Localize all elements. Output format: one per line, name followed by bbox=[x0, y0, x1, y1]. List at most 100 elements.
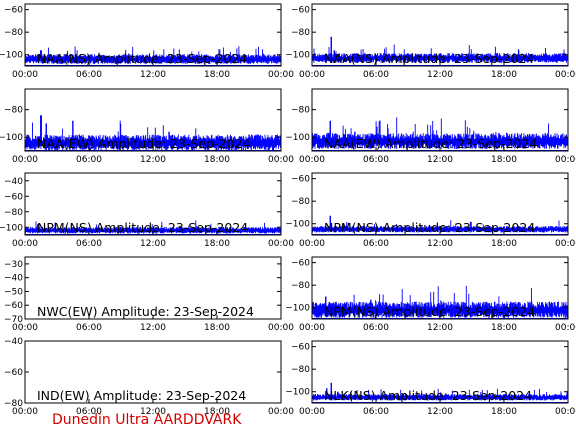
y-tick-label: −80 bbox=[4, 28, 23, 38]
x-tick-label: 00:00 bbox=[12, 239, 38, 249]
panel-title-p9: NLK(NS) Amplitude: 23-Sep-2024 bbox=[324, 388, 532, 403]
y-tick-label: −30 bbox=[4, 260, 23, 270]
x-tick-label: 00:00 bbox=[12, 407, 38, 417]
panel-p0: −100 −80 −60 00:00 06:00 12:00 18:00 00:00 NAA(N… bbox=[0, 3, 294, 80]
x-tick-label: 06:00 bbox=[363, 155, 389, 165]
x-tick-label: 00:00 bbox=[299, 407, 325, 417]
y-tick-label: −40 bbox=[4, 337, 23, 347]
panel-title-p2: NAA(EW) Amplitude: 23-Sep-2024 bbox=[37, 136, 250, 151]
x-tick-label: 18:00 bbox=[204, 155, 230, 165]
x-tick-label: 12:00 bbox=[140, 407, 166, 417]
panel-p7: −100 −80 −60 00:00 06:00 12:00 18:00 00:00 NPM(N… bbox=[285, 256, 576, 333]
x-tick-label: 18:00 bbox=[204, 239, 230, 249]
x-tick-label: 12:00 bbox=[427, 155, 453, 165]
panel-p9: −100 −80 −60 00:00 06:00 12:00 18:00 00:00 NLK(N… bbox=[285, 340, 576, 417]
x-tick-label: 00:00 bbox=[12, 155, 38, 165]
x-tick-label: 18:00 bbox=[491, 323, 517, 333]
y-tick-label: −60 bbox=[291, 259, 310, 269]
y-tick-label: −100 bbox=[285, 51, 310, 61]
x-tick-label: 00:00 bbox=[555, 70, 576, 80]
x-tick-label: 06:00 bbox=[76, 155, 102, 165]
y-tick-label: −80 bbox=[291, 365, 310, 375]
panel-p3: −100 −80 00:00 06:00 12:00 18:00 00:00 NAA(EW) … bbox=[285, 88, 576, 165]
y-tick-label: −60 bbox=[4, 192, 23, 202]
x-tick-label: 06:00 bbox=[76, 407, 102, 417]
x-tick-label: 06:00 bbox=[76, 239, 102, 249]
x-tick-label: 06:00 bbox=[363, 407, 389, 417]
x-tick-label: 12:00 bbox=[427, 239, 453, 249]
panel-title-p8: IND(EW) Amplitude: 23-Sep-2024 bbox=[37, 388, 246, 403]
panel-p8: −80 −60 −40 00:00 06:00 12:00 18:00 00:00 IND(EW… bbox=[4, 337, 294, 417]
y-tick-label: −80 bbox=[291, 197, 310, 207]
y-tick-label: −60 bbox=[291, 175, 310, 185]
x-tick-label: 00:00 bbox=[268, 407, 294, 417]
x-tick-label: 12:00 bbox=[427, 323, 453, 333]
x-tick-label: 12:00 bbox=[427, 407, 453, 417]
panel-title-p6: NWC(EW) Amplitude: 23-Sep-2024 bbox=[37, 304, 254, 319]
x-tick-label: 00:00 bbox=[299, 323, 325, 333]
x-tick-label: 18:00 bbox=[491, 407, 517, 417]
x-tick-label: 00:00 bbox=[555, 407, 576, 417]
x-tick-label: 12:00 bbox=[140, 155, 166, 165]
y-tick-label: −40 bbox=[4, 177, 23, 187]
y-tick-label: −60 bbox=[4, 368, 23, 378]
y-tick-label: −70 bbox=[4, 315, 23, 325]
panel-title-p5: NPM(NS) Amplitude: 23-Sep-2024 bbox=[324, 220, 535, 235]
x-tick-label: 00:00 bbox=[555, 323, 576, 333]
panel-title-p7: NPM(NS) Amplitude: 23-Sep-2024 bbox=[324, 304, 535, 319]
x-tick-label: 06:00 bbox=[363, 70, 389, 80]
x-tick-label: 06:00 bbox=[76, 70, 102, 80]
x-tick-label: 12:00 bbox=[140, 70, 166, 80]
y-tick-label: −100 bbox=[0, 223, 23, 233]
panel-p2: −100 −80 00:00 06:00 12:00 18:00 00:00 NAA(EW) … bbox=[0, 88, 294, 165]
y-tick-label: −80 bbox=[4, 399, 23, 409]
footer-label: Dunedin Ultra AARDDVARK bbox=[52, 412, 242, 428]
x-tick-label: 18:00 bbox=[204, 323, 230, 333]
y-tick-label: −80 bbox=[291, 106, 310, 116]
y-tick-label: −100 bbox=[285, 388, 310, 398]
x-tick-label: 00:00 bbox=[268, 70, 294, 80]
y-tick-label: −100 bbox=[285, 220, 310, 230]
y-tick-label: −80 bbox=[291, 281, 310, 291]
y-tick-label: −80 bbox=[4, 106, 23, 116]
y-tick-label: −60 bbox=[4, 6, 23, 16]
x-tick-label: 00:00 bbox=[12, 323, 38, 333]
y-tick-label: −100 bbox=[0, 51, 23, 61]
x-tick-label: 00:00 bbox=[299, 155, 325, 165]
x-tick-label: 18:00 bbox=[204, 70, 230, 80]
x-tick-label: 00:00 bbox=[555, 155, 576, 165]
y-tick-label: −60 bbox=[4, 301, 23, 311]
x-tick-label: 12:00 bbox=[140, 323, 166, 333]
x-tick-label: 00:00 bbox=[555, 239, 576, 249]
y-tick-label: −60 bbox=[291, 6, 310, 16]
x-tick-label: 00:00 bbox=[12, 70, 38, 80]
y-tick-label: −100 bbox=[285, 133, 310, 143]
y-tick-label: −80 bbox=[291, 28, 310, 38]
panel-title-p3: NAA(EW) Amplitude: 23-Sep-2024 bbox=[324, 136, 537, 151]
panel-title-p4: NPM(NS) Amplitude: 23-Sep-2024 bbox=[37, 220, 248, 235]
panel-p6: −70 −60 −50 −40 −30 00:00 06:00 12:00 18:00 00:00… bbox=[4, 256, 294, 333]
panel-title-p1: NAA(NS) Amplitude: 23-Sep-2024 bbox=[324, 51, 534, 66]
y-tick-label: −50 bbox=[4, 287, 23, 297]
x-tick-label: 18:00 bbox=[491, 155, 517, 165]
y-tick-label: −80 bbox=[4, 208, 23, 218]
x-tick-label: 00:00 bbox=[268, 323, 294, 333]
x-tick-label: 00:00 bbox=[299, 70, 325, 80]
y-tick-label: −100 bbox=[0, 133, 23, 143]
x-tick-label: 00:00 bbox=[299, 239, 325, 249]
y-tick-label: −100 bbox=[285, 304, 310, 314]
x-tick-label: 06:00 bbox=[363, 323, 389, 333]
y-tick-label: −40 bbox=[4, 274, 23, 284]
panel-p5: −100 −80 −60 00:00 06:00 12:00 18:00 00:00 NPM(N… bbox=[285, 172, 576, 249]
x-tick-label: 12:00 bbox=[140, 239, 166, 249]
panel-title-p0: NAA(NS) Amplitude: 23-Sep-2024 bbox=[37, 51, 247, 66]
x-tick-label: 00:00 bbox=[268, 155, 294, 165]
x-tick-label: 12:00 bbox=[427, 70, 453, 80]
x-tick-label: 18:00 bbox=[204, 407, 230, 417]
panel-p4: −100 −80 −60 −40 00:00 06:00 12:00 18:00 00:00 NP… bbox=[0, 172, 294, 249]
y-tick-label: −60 bbox=[291, 343, 310, 353]
x-tick-label: 00:00 bbox=[268, 239, 294, 249]
x-tick-label: 06:00 bbox=[363, 239, 389, 249]
x-tick-label: 18:00 bbox=[491, 239, 517, 249]
